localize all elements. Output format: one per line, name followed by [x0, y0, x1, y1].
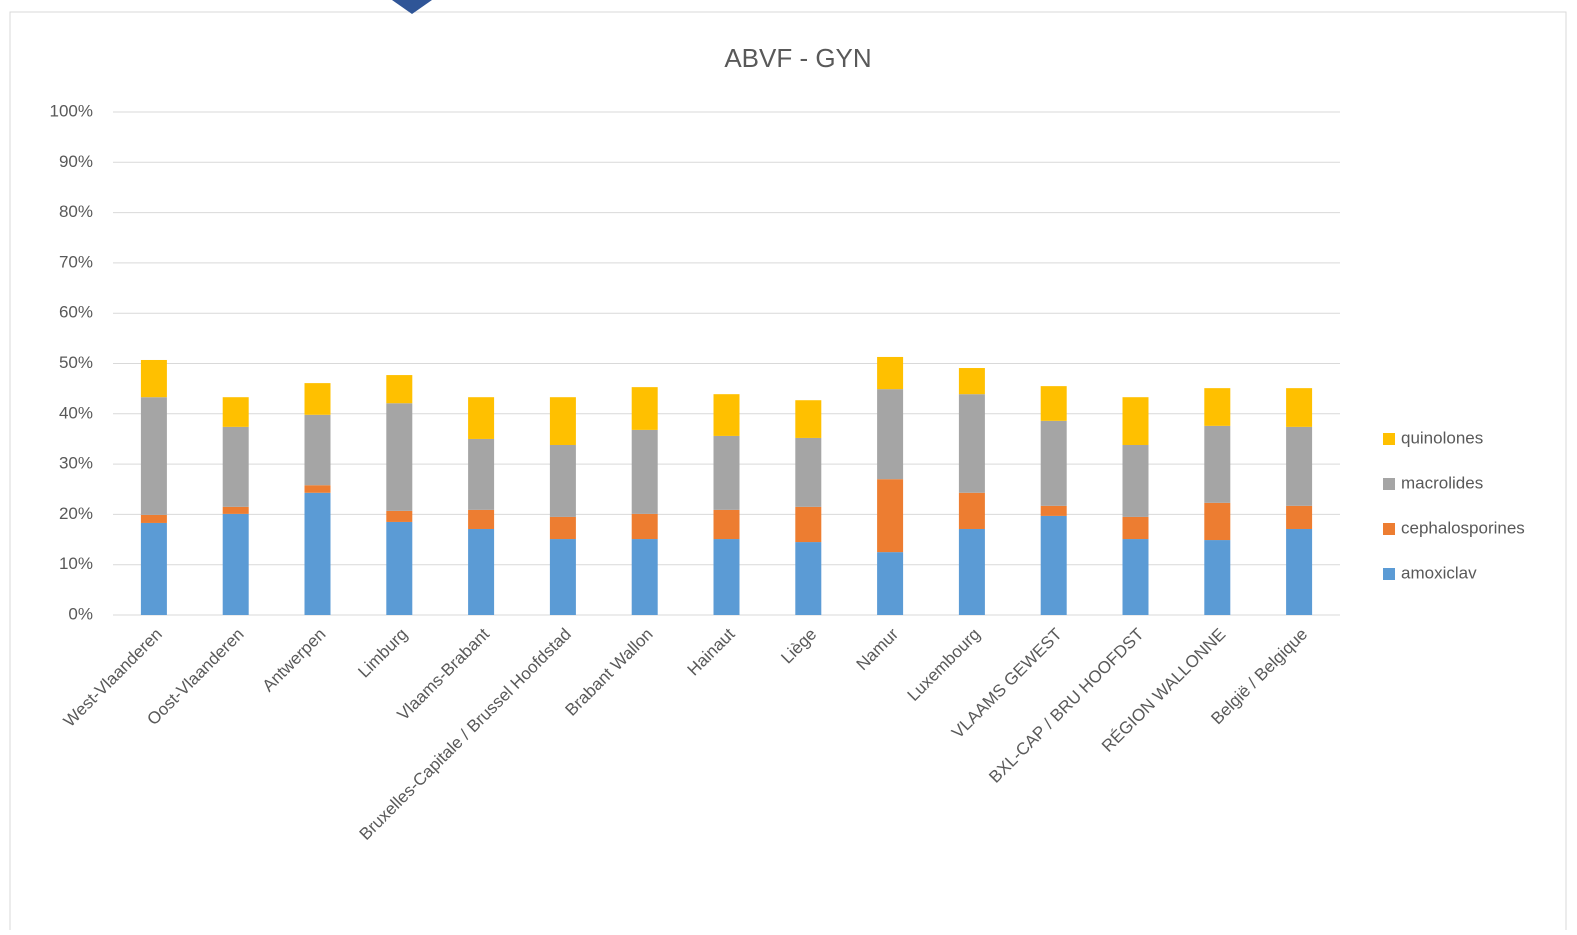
legend-label: amoxiclav	[1401, 563, 1477, 582]
legend-swatch	[1383, 568, 1395, 580]
bar-segment	[468, 438, 495, 510]
bar-segment	[304, 485, 331, 493]
bar-segment	[140, 522, 167, 615]
bar-segment	[386, 521, 413, 615]
y-tick-label: 20%	[59, 504, 93, 523]
bar-segment	[222, 426, 249, 507]
bar-segment	[877, 356, 904, 390]
bar-segment	[549, 516, 576, 540]
bar-segment	[958, 368, 985, 395]
bar-segment	[877, 389, 904, 480]
y-tick-label: 40%	[59, 403, 93, 422]
bar-segment	[1204, 425, 1231, 503]
bar-segment	[1122, 397, 1149, 445]
chart-title: ABVF - GYN	[724, 43, 871, 73]
y-tick-label: 80%	[59, 202, 93, 221]
legend-swatch	[1383, 433, 1395, 445]
bar-segment	[795, 400, 822, 438]
bar-segment	[304, 383, 331, 415]
bar-segment	[1040, 515, 1067, 615]
legend-label: quinolones	[1401, 428, 1483, 447]
bar-segment	[140, 514, 167, 523]
bar-segment	[1122, 539, 1149, 615]
bar-segment	[304, 414, 331, 486]
y-tick-label: 70%	[59, 252, 93, 271]
bar-segment	[631, 539, 658, 615]
bar-segment	[1286, 426, 1313, 506]
bar-segment	[1040, 386, 1067, 421]
legend-label: macrolides	[1401, 473, 1483, 492]
bar-segment	[713, 394, 740, 436]
y-tick-label: 50%	[59, 353, 93, 372]
bar-segment	[222, 513, 249, 615]
bar-segment	[958, 492, 985, 529]
bar-segment	[795, 506, 822, 543]
bar-segment	[1122, 516, 1149, 540]
bar-segment	[386, 510, 413, 522]
bar-segment	[386, 375, 413, 404]
bar-segment	[877, 552, 904, 615]
bar-segment	[1040, 505, 1067, 516]
legend-swatch	[1383, 523, 1395, 535]
bar-segment	[713, 435, 740, 510]
bar-segment	[958, 394, 985, 493]
bar-segment	[222, 397, 249, 427]
bar-segment	[1286, 388, 1313, 427]
bar-segment	[304, 492, 331, 615]
legend-swatch	[1383, 478, 1395, 490]
bar-segment	[222, 506, 249, 514]
bar-segment	[468, 509, 495, 529]
bar-segment	[958, 528, 985, 615]
bar-segment	[386, 403, 413, 511]
bar-segment	[713, 509, 740, 540]
y-tick-label: 0%	[68, 604, 93, 623]
bar-segment	[1204, 388, 1231, 426]
bar-segment	[1122, 444, 1149, 517]
bar-segment	[140, 397, 167, 515]
bar-segment	[631, 387, 658, 430]
bar-segment	[1204, 502, 1231, 541]
y-tick-label: 90%	[59, 152, 93, 171]
bar-segment	[140, 359, 167, 398]
bar-segment	[877, 479, 904, 553]
bar-segment	[468, 397, 495, 439]
legend-label: cephalosporines	[1401, 518, 1525, 537]
y-tick-label: 10%	[59, 554, 93, 573]
y-tick-label: 30%	[59, 454, 93, 473]
bar-segment	[549, 397, 576, 445]
shape-fragment	[392, 0, 432, 14]
bar-segment	[713, 539, 740, 615]
bar-segment	[549, 539, 576, 615]
y-tick-label: 100%	[50, 101, 93, 120]
y-tick-label: 60%	[59, 303, 93, 322]
bar-segment	[468, 528, 495, 615]
bar-segment	[631, 513, 658, 540]
bar-segment	[1286, 505, 1313, 529]
bar-segment	[549, 444, 576, 517]
bar-segment	[1286, 528, 1313, 615]
bar-segment	[795, 437, 822, 507]
bar-segment	[1040, 420, 1067, 506]
bar-segment	[631, 429, 658, 514]
bar-segment	[1204, 540, 1231, 615]
bar-segment	[795, 542, 822, 615]
